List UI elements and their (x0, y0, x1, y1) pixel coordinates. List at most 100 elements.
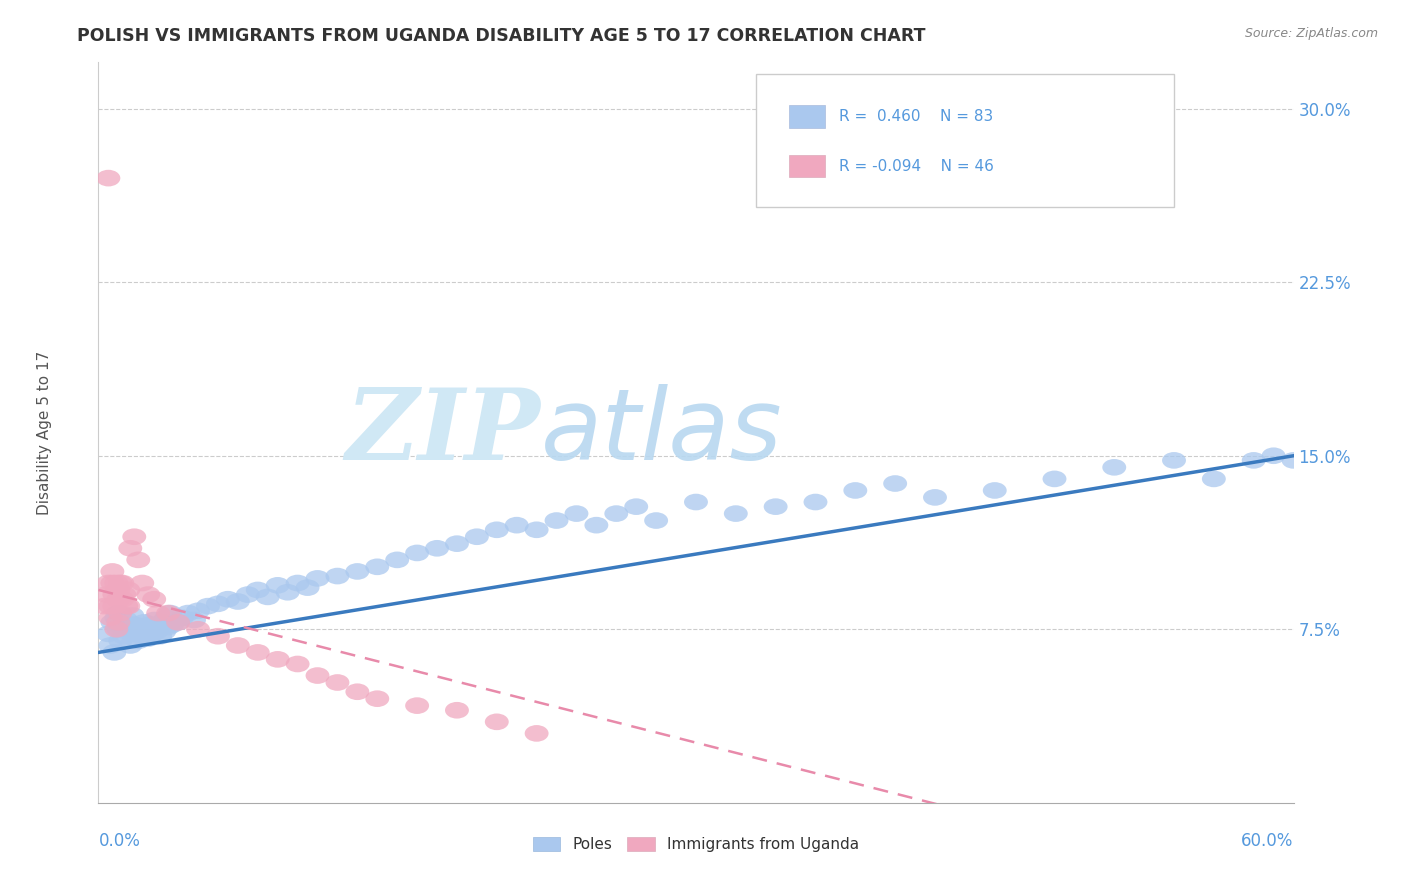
Ellipse shape (183, 612, 207, 628)
Bar (789, 105, 825, 128)
Text: POLISH VS IMMIGRANTS FROM UGANDA DISABILITY AGE 5 TO 17 CORRELATION CHART: POLISH VS IMMIGRANTS FROM UGANDA DISABIL… (77, 27, 925, 45)
Ellipse shape (142, 591, 166, 607)
Ellipse shape (100, 574, 124, 591)
Ellipse shape (1261, 448, 1285, 464)
Ellipse shape (246, 582, 270, 599)
Ellipse shape (724, 505, 748, 522)
Ellipse shape (124, 625, 148, 642)
Ellipse shape (122, 616, 146, 633)
Text: ZIP: ZIP (346, 384, 541, 481)
Ellipse shape (524, 725, 548, 742)
Ellipse shape (131, 574, 155, 591)
Ellipse shape (485, 714, 509, 731)
Ellipse shape (160, 616, 184, 633)
Ellipse shape (226, 593, 250, 610)
Ellipse shape (107, 614, 131, 631)
Ellipse shape (111, 619, 135, 635)
Ellipse shape (108, 605, 132, 622)
Ellipse shape (132, 614, 156, 631)
Ellipse shape (114, 612, 138, 628)
Text: atlas: atlas (541, 384, 782, 481)
Ellipse shape (107, 621, 131, 638)
Ellipse shape (114, 598, 138, 615)
Ellipse shape (236, 586, 260, 603)
Ellipse shape (152, 624, 176, 640)
Ellipse shape (217, 591, 240, 607)
Text: Disability Age 5 to 17: Disability Age 5 to 17 (37, 351, 52, 515)
Ellipse shape (256, 589, 280, 605)
Ellipse shape (485, 522, 509, 538)
Ellipse shape (104, 621, 128, 638)
Ellipse shape (159, 605, 183, 622)
Ellipse shape (326, 674, 350, 690)
Ellipse shape (924, 489, 948, 506)
Ellipse shape (186, 621, 209, 638)
Ellipse shape (112, 586, 136, 603)
Ellipse shape (804, 493, 827, 510)
Ellipse shape (425, 540, 449, 557)
Ellipse shape (104, 574, 128, 591)
Ellipse shape (100, 563, 124, 580)
Text: 60.0%: 60.0% (1241, 832, 1294, 850)
Ellipse shape (138, 616, 162, 633)
Ellipse shape (207, 628, 231, 645)
Ellipse shape (131, 628, 155, 645)
Ellipse shape (111, 591, 135, 607)
Ellipse shape (145, 624, 169, 640)
Ellipse shape (150, 614, 174, 631)
Ellipse shape (127, 551, 150, 568)
Ellipse shape (98, 609, 122, 626)
Ellipse shape (585, 516, 609, 533)
Ellipse shape (103, 598, 127, 615)
Ellipse shape (446, 702, 470, 719)
Ellipse shape (118, 540, 142, 557)
Ellipse shape (276, 584, 299, 600)
Ellipse shape (117, 624, 141, 640)
Ellipse shape (176, 605, 200, 622)
Ellipse shape (285, 656, 309, 673)
Ellipse shape (685, 493, 709, 510)
Ellipse shape (107, 582, 131, 599)
Text: 0.0%: 0.0% (98, 832, 141, 850)
Ellipse shape (107, 591, 131, 607)
Ellipse shape (136, 631, 160, 647)
Text: R = -0.094    N = 46: R = -0.094 N = 46 (839, 159, 994, 174)
Ellipse shape (763, 499, 787, 515)
Ellipse shape (98, 598, 122, 615)
Ellipse shape (103, 586, 127, 603)
FancyBboxPatch shape (756, 73, 1174, 207)
Ellipse shape (1241, 452, 1265, 468)
Ellipse shape (385, 551, 409, 568)
Ellipse shape (107, 605, 131, 622)
Ellipse shape (141, 625, 165, 642)
Text: Source: ZipAtlas.com: Source: ZipAtlas.com (1244, 27, 1378, 40)
Ellipse shape (983, 483, 1007, 499)
Bar (789, 155, 825, 178)
Ellipse shape (146, 605, 170, 622)
Ellipse shape (93, 598, 117, 615)
Ellipse shape (366, 690, 389, 707)
Ellipse shape (136, 586, 160, 603)
Ellipse shape (186, 602, 209, 619)
Ellipse shape (118, 637, 142, 654)
Ellipse shape (644, 512, 668, 529)
Ellipse shape (148, 628, 172, 645)
Ellipse shape (565, 505, 589, 522)
Ellipse shape (135, 621, 159, 638)
Ellipse shape (170, 609, 194, 626)
Ellipse shape (111, 574, 135, 591)
Ellipse shape (883, 475, 907, 491)
Ellipse shape (1163, 452, 1187, 468)
Ellipse shape (156, 605, 180, 622)
Ellipse shape (1102, 459, 1126, 475)
Ellipse shape (524, 522, 548, 538)
Ellipse shape (346, 683, 370, 700)
Ellipse shape (405, 698, 429, 714)
Ellipse shape (285, 574, 309, 591)
Ellipse shape (146, 619, 170, 635)
Ellipse shape (117, 598, 141, 615)
Ellipse shape (97, 169, 121, 186)
Ellipse shape (122, 528, 146, 545)
Legend: Poles, Immigrants from Uganda: Poles, Immigrants from Uganda (526, 830, 866, 858)
Ellipse shape (1202, 471, 1226, 487)
